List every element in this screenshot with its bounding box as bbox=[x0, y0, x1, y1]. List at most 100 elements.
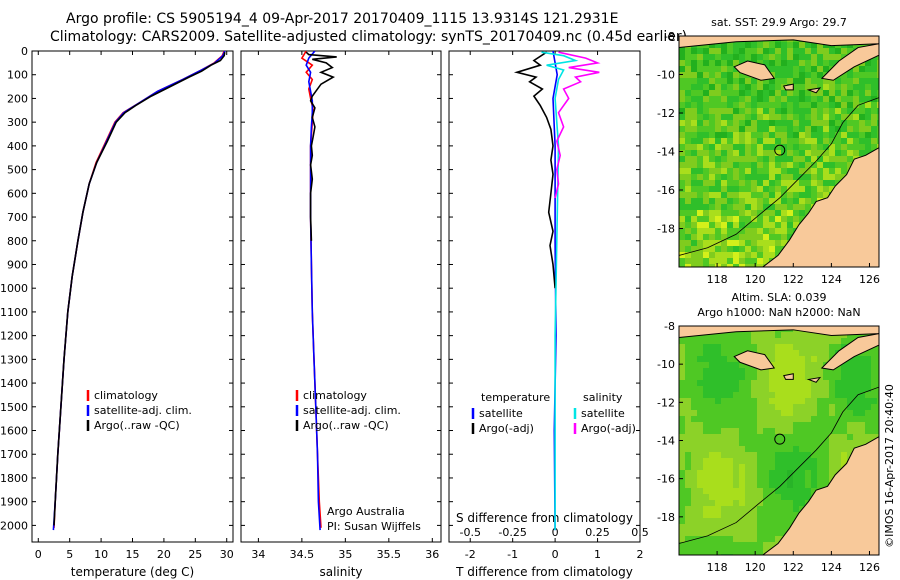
sst-map-cell bbox=[793, 168, 800, 175]
sla-map-cell bbox=[715, 506, 722, 513]
sla-map-cell bbox=[751, 368, 758, 375]
sla-map-cell bbox=[721, 464, 728, 471]
sst-map-cell bbox=[685, 180, 692, 187]
sla-map-cell bbox=[871, 374, 878, 381]
sst-map-cell bbox=[715, 168, 722, 175]
sla-map-cell bbox=[703, 356, 710, 363]
sla-map-cell bbox=[679, 428, 686, 435]
sst-map-cell bbox=[823, 54, 830, 61]
sla-map-cell bbox=[703, 506, 710, 513]
sla-map-cell bbox=[847, 398, 854, 405]
sla-map-cell bbox=[721, 488, 728, 495]
sst-map-cell bbox=[811, 174, 818, 181]
sst-map-cell bbox=[745, 126, 752, 133]
sla-map-cell bbox=[739, 482, 746, 489]
sla-map-cell bbox=[823, 374, 830, 381]
sla-map-cell bbox=[721, 386, 728, 393]
sst-map-cell bbox=[811, 186, 818, 193]
sst-map-cell bbox=[727, 258, 734, 265]
sla-map-cell bbox=[763, 470, 770, 477]
sla-map-cell bbox=[739, 518, 746, 525]
sst-map-cell bbox=[733, 222, 740, 229]
sla-map-cell bbox=[841, 428, 848, 435]
sla-map-cell bbox=[847, 428, 854, 435]
sla-map-cell bbox=[781, 512, 788, 519]
sst-map-cell bbox=[805, 120, 812, 127]
sst-map-cell bbox=[799, 78, 806, 85]
sla-map-cell bbox=[787, 368, 794, 375]
sla-map-cell bbox=[751, 524, 758, 531]
sst-map-cell bbox=[763, 162, 770, 169]
sst-map-cell bbox=[697, 198, 704, 205]
sla-map-cell bbox=[727, 422, 734, 429]
sst-map-cell bbox=[817, 78, 824, 85]
sla-map-cell bbox=[727, 410, 734, 417]
sst-map-cell bbox=[865, 84, 872, 91]
sst-map-cell bbox=[871, 108, 878, 115]
sla-map-cell bbox=[769, 356, 776, 363]
sst-map-cell bbox=[793, 210, 800, 217]
sla-map-cell bbox=[679, 410, 686, 417]
sla-map-cell bbox=[739, 332, 746, 339]
sla-map-cell bbox=[793, 500, 800, 507]
sst-map-cell bbox=[727, 150, 734, 157]
sst-map-cell bbox=[799, 102, 806, 109]
sla-map-cell bbox=[769, 368, 776, 375]
sst-map-cell bbox=[805, 54, 812, 61]
sst-map-cell bbox=[787, 234, 794, 241]
sla-map-cell bbox=[721, 422, 728, 429]
sla-map-cell bbox=[787, 440, 794, 447]
sla-map-cell bbox=[841, 404, 848, 411]
salinity-xtick-label: 36 bbox=[425, 548, 439, 561]
sla-map-cell bbox=[799, 500, 806, 507]
sla-map-cell bbox=[805, 380, 812, 387]
sla-map-cell bbox=[709, 332, 716, 339]
sst-map-cell bbox=[811, 126, 818, 133]
sst-map-cell bbox=[703, 132, 710, 139]
sst-map-cell bbox=[679, 222, 686, 229]
sla-map-cell bbox=[721, 380, 728, 387]
sst-map-cell bbox=[847, 84, 854, 91]
sla-map-cell bbox=[877, 362, 879, 369]
sla-map-subtitle: Argo h1000: NaN h2000: NaN bbox=[697, 306, 860, 319]
sst-map-cell bbox=[727, 120, 734, 127]
sst-map-cell bbox=[769, 192, 776, 199]
sst-map-cell bbox=[859, 114, 866, 121]
temperature-xtick-label: 20 bbox=[157, 548, 171, 561]
sst-map-cell bbox=[697, 240, 704, 247]
sla-map-cell bbox=[799, 446, 806, 453]
sla-map-cell bbox=[751, 548, 758, 555]
sla-map-cell bbox=[793, 350, 800, 357]
sst-map-cell bbox=[745, 132, 752, 139]
sla-map-cell bbox=[877, 350, 879, 357]
sst-map-xtick-label: 124 bbox=[821, 273, 842, 286]
sla-map-cell bbox=[721, 368, 728, 375]
sst-map-cell bbox=[745, 138, 752, 145]
sla-map-cell bbox=[811, 458, 818, 465]
sla-map-cell bbox=[685, 356, 692, 363]
sla-map-cell bbox=[805, 392, 812, 399]
sst-map-cell bbox=[703, 108, 710, 115]
sst-map-cell bbox=[769, 198, 776, 205]
sla-map-cell bbox=[739, 512, 746, 519]
sst-map-cell bbox=[781, 108, 788, 115]
sst-map-cell bbox=[769, 54, 776, 61]
sla-map-cell bbox=[853, 356, 860, 363]
sst-map-cell bbox=[715, 90, 722, 97]
sst-map-cell bbox=[769, 204, 776, 211]
sla-map-cell bbox=[745, 488, 752, 495]
sla-map-cell bbox=[781, 476, 788, 483]
sst-map-cell bbox=[799, 120, 806, 127]
sst-map-cell bbox=[733, 96, 740, 103]
sla-map-cell bbox=[829, 452, 836, 459]
sst-map-cell bbox=[799, 90, 806, 97]
sla-map-cell bbox=[865, 386, 872, 393]
sst-map-cell bbox=[745, 48, 752, 55]
sla-map-cell bbox=[799, 482, 806, 489]
sla-map-cell bbox=[787, 506, 794, 513]
sst-map-cell bbox=[877, 66, 879, 73]
sst-map-cell bbox=[745, 252, 752, 259]
sst-map-cell bbox=[745, 222, 752, 229]
sla-map-cell bbox=[769, 482, 776, 489]
sst-map-cell bbox=[697, 204, 704, 211]
